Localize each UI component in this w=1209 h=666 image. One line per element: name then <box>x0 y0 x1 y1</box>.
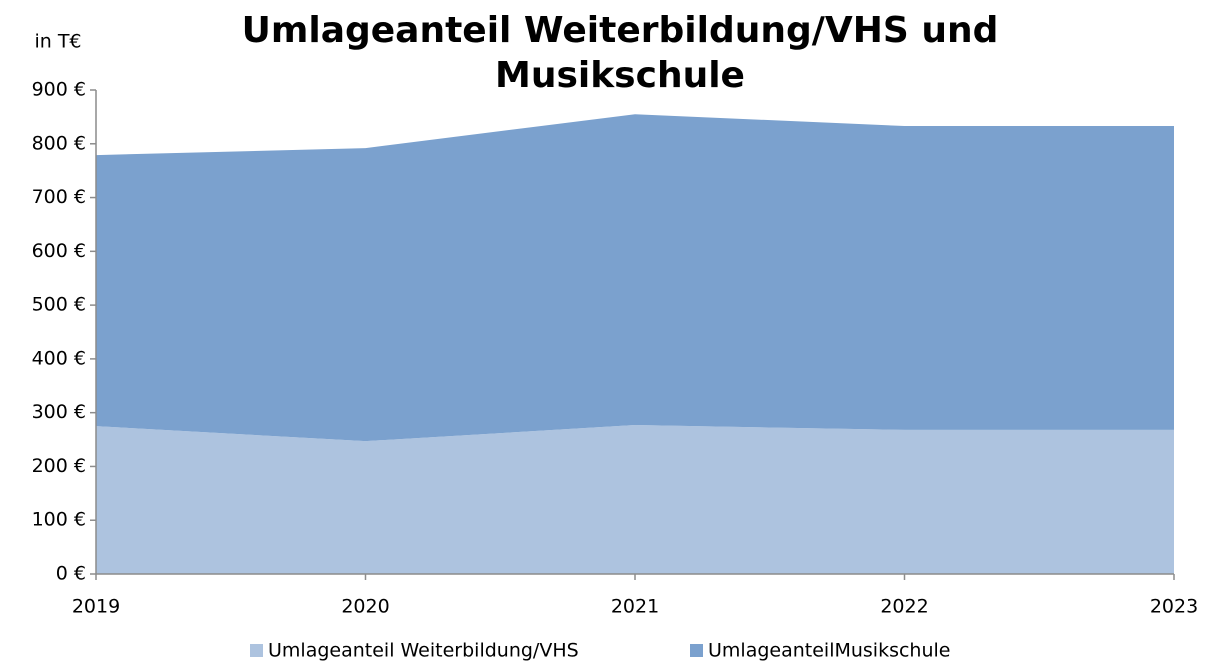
y-tick-label: 800 € <box>32 132 86 154</box>
area <box>96 425 1174 574</box>
legend-swatch <box>690 644 703 657</box>
y-tick-label: 100 € <box>32 509 86 531</box>
y-tick-label: 300 € <box>32 401 86 423</box>
x-tick-label: 2020 <box>341 596 389 618</box>
y-tick-label: 600 € <box>32 240 86 262</box>
legend-label: UmlageanteilMusikschule <box>708 640 950 662</box>
y-tick-label: 200 € <box>32 455 86 477</box>
y-tick-label: 400 € <box>32 347 86 369</box>
x-tick-label: 2021 <box>611 596 659 618</box>
x-tick-label: 2022 <box>880 596 928 618</box>
y-tick-label: 700 € <box>32 186 86 208</box>
area <box>96 114 1174 442</box>
x-tick-label: 2023 <box>1150 596 1198 618</box>
legend-label: Umlageanteil Weiterbildung/VHS <box>268 640 579 662</box>
x-tick-label: 2019 <box>72 596 120 618</box>
y-axis-label: in T€ <box>34 31 81 53</box>
y-tick-label: 500 € <box>32 294 86 316</box>
y-tick-label: 900 € <box>32 79 86 101</box>
legend-swatch <box>250 644 263 657</box>
chart-title: Umlageanteil Weiterbildung/VHS und Musik… <box>241 10 999 96</box>
y-tick-label: 0 € <box>56 563 86 585</box>
